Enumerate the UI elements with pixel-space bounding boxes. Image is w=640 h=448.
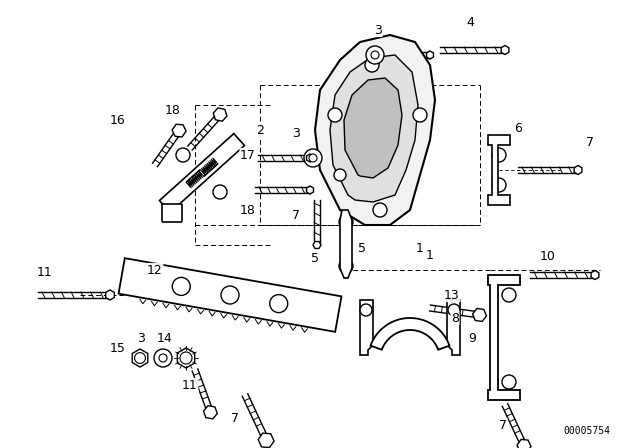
Text: 12: 12 (147, 263, 163, 276)
Polygon shape (360, 300, 373, 355)
Polygon shape (172, 124, 186, 137)
Text: 15: 15 (110, 341, 126, 354)
Polygon shape (371, 318, 449, 350)
Text: 1: 1 (426, 249, 434, 262)
Text: 4: 4 (466, 16, 474, 29)
Polygon shape (501, 46, 509, 55)
Polygon shape (159, 134, 244, 212)
Text: 3: 3 (374, 23, 382, 36)
Circle shape (172, 277, 190, 295)
Circle shape (448, 304, 460, 316)
Circle shape (492, 178, 506, 192)
Text: 7: 7 (292, 208, 300, 221)
Polygon shape (330, 55, 418, 202)
Polygon shape (204, 406, 218, 419)
Circle shape (502, 375, 516, 389)
Circle shape (365, 58, 379, 72)
Circle shape (221, 286, 239, 304)
Circle shape (328, 108, 342, 122)
Polygon shape (132, 349, 148, 367)
Circle shape (134, 353, 145, 363)
Circle shape (334, 169, 346, 181)
Text: 00005754: 00005754 (563, 426, 610, 436)
Text: 14: 14 (157, 332, 173, 345)
Polygon shape (313, 241, 321, 249)
Text: 2: 2 (256, 124, 264, 137)
Polygon shape (307, 186, 314, 194)
Circle shape (213, 185, 227, 199)
Polygon shape (315, 35, 435, 225)
Circle shape (371, 51, 379, 59)
Text: 8: 8 (451, 311, 459, 324)
Text: 5: 5 (311, 251, 319, 264)
Text: 11: 11 (37, 266, 53, 279)
Text: 18: 18 (165, 103, 181, 116)
Text: 5: 5 (358, 241, 366, 254)
Circle shape (339, 259, 353, 273)
Text: 17: 17 (240, 148, 256, 161)
Polygon shape (106, 290, 115, 300)
Polygon shape (517, 439, 531, 448)
Polygon shape (118, 258, 342, 332)
Text: 18: 18 (240, 203, 256, 216)
Polygon shape (574, 165, 582, 175)
Text: 6: 6 (514, 121, 522, 134)
Circle shape (309, 154, 317, 162)
Text: 7: 7 (586, 135, 594, 148)
Circle shape (366, 46, 384, 64)
Text: 13: 13 (444, 289, 460, 302)
Circle shape (339, 215, 353, 229)
Circle shape (360, 304, 372, 316)
Circle shape (304, 149, 322, 167)
Text: 7: 7 (499, 418, 507, 431)
Circle shape (373, 203, 387, 217)
Polygon shape (340, 210, 352, 278)
Text: 10: 10 (540, 250, 556, 263)
Circle shape (502, 288, 516, 302)
Polygon shape (488, 135, 510, 205)
Polygon shape (426, 51, 433, 59)
Text: 16: 16 (110, 113, 126, 126)
Polygon shape (591, 271, 599, 280)
Text: 1: 1 (416, 241, 424, 254)
Text: 7: 7 (231, 412, 239, 425)
Circle shape (413, 108, 427, 122)
Circle shape (492, 148, 506, 162)
Polygon shape (447, 300, 460, 355)
Text: 3: 3 (137, 332, 145, 345)
Circle shape (269, 295, 288, 313)
Circle shape (154, 349, 172, 367)
Circle shape (180, 352, 192, 364)
Polygon shape (177, 348, 195, 368)
Polygon shape (307, 154, 314, 162)
Polygon shape (186, 158, 218, 188)
Polygon shape (344, 78, 402, 178)
Text: 3: 3 (292, 126, 300, 139)
Circle shape (176, 148, 190, 162)
FancyBboxPatch shape (162, 204, 182, 222)
Polygon shape (472, 309, 486, 322)
Text: 9: 9 (468, 332, 476, 345)
Polygon shape (258, 433, 274, 448)
Polygon shape (488, 275, 520, 400)
Circle shape (159, 354, 167, 362)
Text: 11: 11 (182, 379, 198, 392)
Polygon shape (213, 108, 227, 121)
